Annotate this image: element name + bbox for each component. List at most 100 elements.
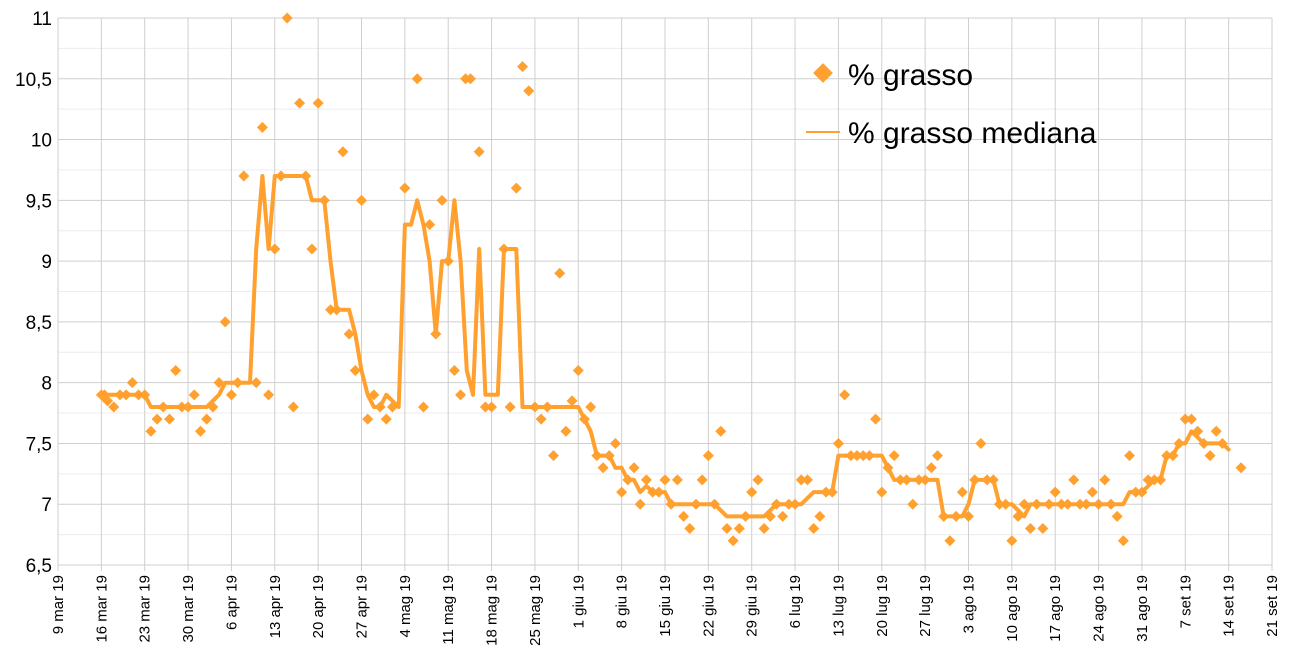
data-point [1167,450,1179,462]
data-point [479,401,491,413]
data-point [622,474,634,486]
data-point [294,97,306,109]
data-point [356,194,367,206]
data-point [1024,523,1036,535]
data-point [120,389,132,401]
legend-label-grasso: % grasso [848,59,973,92]
data-point [783,498,795,510]
data-point [932,450,944,462]
data-point [465,73,477,85]
x-tick-label: 6 lug 19 [787,575,804,628]
data-point [306,243,318,255]
data-point [1049,486,1061,498]
x-tick-label: 13 apr 19 [267,575,284,638]
data-point [318,194,330,206]
data-point [1185,413,1197,425]
y-tick-label: 7,5 [26,434,52,455]
data-point [913,474,925,486]
data-point [430,328,442,340]
x-tick-label: 16 mar 19 [93,575,110,643]
data-point [801,474,813,486]
data-point [659,474,671,486]
data-point [523,85,535,97]
data-point [1136,486,1148,498]
y-tick-label: 10,5 [15,70,52,91]
data-point [882,462,894,474]
data-point [145,425,157,437]
y-axis-tick-labels: 6,5 7 7,5 8 8,5 9 9,5 10 10,5 11 [15,9,52,577]
data-point [486,401,498,413]
data-point [603,450,615,462]
data-point [411,73,423,85]
y-tick-label: 7 [41,495,52,516]
legend-label-grasso-mediana: % grasso mediana [848,117,1097,150]
data-point [337,146,349,158]
x-tick-label: 20 apr 19 [310,575,327,638]
data-point [238,170,250,182]
data-point [665,498,677,510]
data-point [944,535,956,547]
data-point [795,474,807,486]
x-tick-label: 31 ago 19 [1134,575,1151,642]
data-point [399,182,411,194]
data-point [690,498,702,510]
data-point [176,401,188,413]
data-point [1093,498,1105,510]
data-point [709,498,721,510]
data-point [1198,437,1210,449]
data-point [566,395,578,407]
data-point [1086,486,1098,498]
data-point [993,498,1005,510]
x-tick-label: 20 lug 19 [874,575,891,637]
x-tick-label: 6 apr 19 [223,575,240,630]
data-point [300,170,312,182]
data-point [1142,474,1154,486]
data-point [733,523,745,535]
data-point [572,365,584,377]
data-point [1148,474,1160,486]
data-point [207,401,219,413]
data-point [1068,474,1080,486]
data-point [510,182,522,194]
data-point [417,401,429,413]
data-point [448,365,460,377]
data-point [281,12,293,24]
legend: % grasso % grasso mediana [806,59,1097,150]
x-tick-label: 21 set 19 [1264,575,1281,637]
data-point [919,474,931,486]
data-point [504,401,516,413]
x-tick-label: 29 giu 19 [744,575,761,637]
data-point [987,474,999,486]
data-point [727,535,739,547]
data-point [442,255,454,267]
data-point [455,389,467,401]
data-point [851,450,863,462]
data-point [287,401,299,413]
data-point [1062,498,1074,510]
data-point [1031,498,1043,510]
y-tick-label: 8,5 [26,313,52,334]
data-point [374,401,386,413]
data-point [752,474,764,486]
x-tick-label: 25 mag 19 [527,575,544,646]
data-point [102,395,114,407]
data-point [845,450,857,462]
data-point [1173,437,1185,449]
data-point [529,401,541,413]
data-point [114,389,126,401]
data-point [188,389,200,401]
data-point [721,523,733,535]
data-point [969,474,981,486]
data-point [170,365,182,377]
data-point [894,474,906,486]
x-tick-label: 27 apr 19 [354,575,371,638]
data-point [925,462,937,474]
x-tick-label: 1 giu 19 [570,575,587,628]
data-point [108,401,120,413]
x-tick-label: 24 ago 19 [1091,575,1108,642]
data-point [424,219,436,231]
data-point [1099,474,1111,486]
y-tick-label: 9,5 [26,191,52,212]
data-point [888,450,900,462]
